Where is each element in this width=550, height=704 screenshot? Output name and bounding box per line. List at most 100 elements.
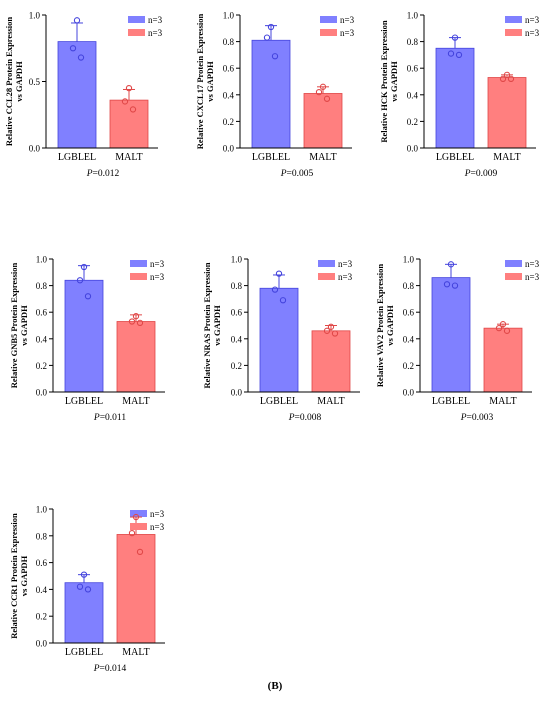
- p-symbol: P: [464, 169, 471, 179]
- data-point-lgblel-1: [73, 17, 81, 24]
- bar-malt-6: [483, 327, 523, 393]
- data-point-lgblel-2: [271, 53, 279, 60]
- bar-malt-1: [109, 99, 149, 149]
- legend-swatch-lgblel-6: [505, 260, 522, 267]
- x-tick-label-3: LGBLEL: [436, 152, 474, 163]
- y-tick-label-1: 1.0: [29, 11, 41, 21]
- p-value-3: P=0.009: [464, 169, 498, 179]
- bar-malt-7: [116, 534, 156, 644]
- legend-swatch-lgblel-1: [128, 16, 145, 23]
- data-point-lgblel-1: [69, 45, 77, 52]
- data-point-lgblel-7: [80, 571, 88, 578]
- p-value-2: P=0.005: [280, 169, 314, 179]
- bar-lgblel-1: [57, 41, 97, 149]
- y-axis-label-line: Relative CCR1 Protein Expression: [9, 513, 19, 639]
- y-axis-label-line: vs GAPDH: [205, 61, 215, 102]
- data-point-lgblel-2: [263, 34, 271, 41]
- p-symbol: P: [288, 413, 295, 423]
- data-point-malt-7: [136, 548, 144, 556]
- data-point-lgblel-1: [77, 54, 85, 61]
- x-tick-label-3: MALT: [493, 152, 520, 163]
- y-axis-label-5: Relative NRAS Protein Expressionvs GAPDH: [202, 262, 222, 388]
- x-tick-label-2: LGBLEL: [252, 152, 290, 163]
- data-point-malt-1: [129, 106, 137, 113]
- y-tick-label-3: 0.2: [407, 117, 418, 127]
- legend-label-3: n=3: [525, 15, 540, 25]
- legend-label-2: n=3: [340, 28, 355, 38]
- y-tick-label-2: 0.8: [223, 37, 235, 47]
- p-symbol: P: [86, 169, 93, 179]
- data-point-malt-2: [319, 83, 327, 90]
- legend-label-5: n=3: [338, 272, 353, 282]
- data-point-lgblel-3: [447, 50, 455, 57]
- data-point-malt-5: [323, 327, 331, 334]
- y-tick-label-6: 0.2: [403, 361, 414, 371]
- legend-swatch-lgblel-2: [320, 16, 337, 23]
- x-tick-label-7: MALT: [122, 647, 149, 658]
- y-tick-label-2: 1.0: [223, 11, 235, 21]
- p-symbol: P: [93, 664, 100, 674]
- data-point-malt-6: [499, 321, 507, 328]
- y-tick-label-7: 1.0: [36, 505, 48, 515]
- data-point-lgblel-5: [279, 297, 287, 304]
- x-tick-label-7: LGBLEL: [65, 647, 103, 658]
- data-point-malt-3: [499, 75, 507, 82]
- y-tick-label-6: 0.4: [403, 334, 415, 344]
- legend-swatch-malt-2: [320, 29, 337, 36]
- legend-label-7: n=3: [150, 509, 165, 519]
- x-tick-label-5: LGBLEL: [260, 396, 298, 407]
- y-tick-label-7: 0.6: [36, 558, 48, 568]
- legend-swatch-lgblel-3: [505, 16, 522, 23]
- data-point-malt-3: [507, 75, 515, 82]
- y-axis-label-line: Relative CXCL17 Protein Expression: [195, 14, 205, 150]
- y-tick-label-5: 0.4: [231, 334, 243, 344]
- p-value-number: =0.011: [100, 413, 127, 423]
- bar-lgblel-7: [64, 582, 104, 644]
- y-axis-label-1: Relative CCL28 Protein Expressionvs GAPD…: [4, 17, 24, 147]
- p-value-4: P=0.011: [93, 413, 126, 423]
- y-tick-label-2: 0.4: [223, 90, 235, 100]
- bar-lgblel-6: [431, 277, 471, 393]
- legend-label-7: n=3: [150, 522, 165, 532]
- y-axis-label-line: Relative CCL28 Protein Expression: [4, 17, 14, 147]
- y-tick-label-4: 0.0: [36, 388, 48, 398]
- legend-label-1: n=3: [148, 15, 163, 25]
- data-point-malt-4: [136, 319, 144, 326]
- legend-label-3: n=3: [525, 28, 540, 38]
- legend-label-4: n=3: [150, 259, 165, 269]
- x-tick-label-2: MALT: [309, 152, 336, 163]
- data-point-malt-2: [323, 95, 331, 102]
- data-point-lgblel-4: [80, 263, 88, 271]
- y-axis-label-line: vs GAPDH: [212, 305, 222, 346]
- x-tick-label-1: LGBLEL: [58, 152, 96, 163]
- p-value-6: P=0.003: [460, 413, 494, 423]
- legend-label-5: n=3: [338, 259, 353, 269]
- y-tick-label-2: 0.2: [223, 117, 234, 127]
- y-axis-label-line: Relative NRAS Protein Expression: [202, 262, 212, 388]
- y-tick-label-2: 0.6: [223, 64, 235, 74]
- y-tick-label-4: 0.2: [36, 361, 47, 371]
- data-point-malt-6: [503, 327, 511, 334]
- x-tick-label-5: MALT: [317, 396, 344, 407]
- y-tick-label-3: 0.4: [407, 90, 419, 100]
- bar-lgblel-2: [251, 39, 291, 149]
- y-tick-label-5: 0.6: [231, 308, 243, 318]
- legend-swatch-malt-5: [318, 273, 335, 280]
- y-tick-label-3: 0.8: [407, 37, 419, 47]
- data-point-malt-5: [331, 330, 339, 337]
- data-point-malt-4: [128, 318, 136, 325]
- legend-label-2: n=3: [340, 15, 355, 25]
- figure-label: (B): [267, 680, 283, 692]
- y-tick-label-6: 0.0: [403, 388, 415, 398]
- y-tick-label-6: 0.6: [403, 308, 415, 318]
- p-value-5: P=0.008: [288, 413, 322, 423]
- legend-swatch-lgblel-7: [130, 510, 147, 517]
- y-axis-label-6: Relative VAV2 Protein Expressionvs GAPDH: [375, 264, 395, 387]
- data-point-lgblel-3: [455, 51, 463, 59]
- y-axis-label-line: vs GAPDH: [385, 305, 395, 346]
- p-value-number: =0.008: [295, 413, 322, 423]
- legend-swatch-lgblel-5: [318, 260, 335, 267]
- p-value-number: =0.003: [467, 413, 494, 423]
- legend-label-1: n=3: [148, 28, 163, 38]
